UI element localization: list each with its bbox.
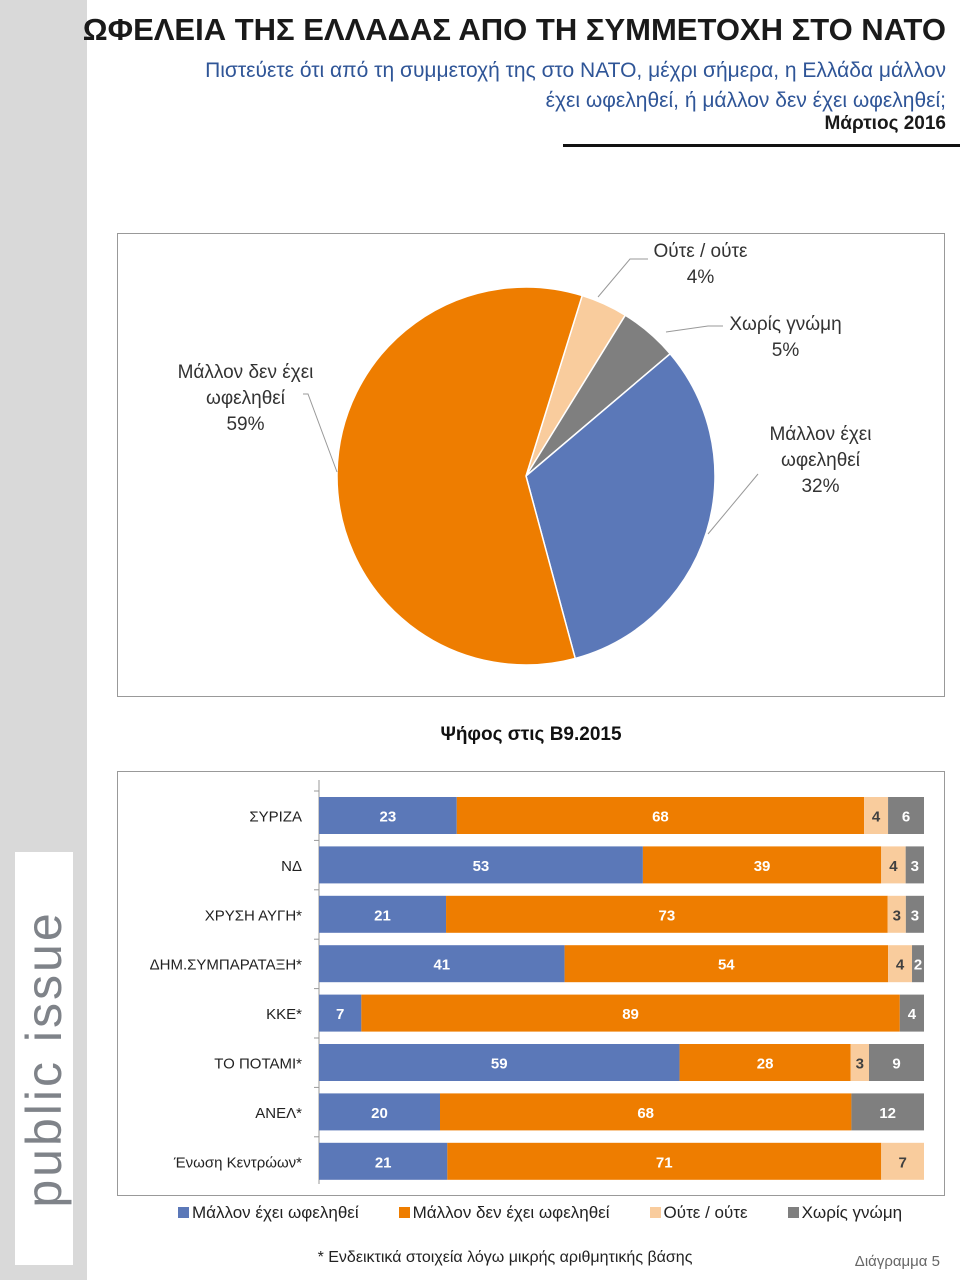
bar-segment <box>440 1093 852 1131</box>
bar-segment <box>679 1044 851 1081</box>
bar-segment <box>319 1093 440 1131</box>
bar-segment <box>564 945 889 983</box>
bar-segment <box>881 846 906 884</box>
bar-value-label: 39 <box>754 858 771 875</box>
question-line-1: Πιστεύετε ότι από τη συμμετοχή της στο Ν… <box>205 59 946 82</box>
bar-value-label: 9 <box>892 1056 900 1073</box>
legend-item-no-opinion: Χωρίς γνώμη <box>787 1203 902 1223</box>
bar-segment <box>446 895 888 933</box>
bar-value-label: 3 <box>856 1056 864 1073</box>
bar-value-label: 53 <box>473 858 490 875</box>
bar-value-label: 71 <box>656 1154 673 1171</box>
bar-value-label: 3 <box>911 858 919 875</box>
pie-slice-benefit <box>525 352 716 660</box>
question-text: Πιστεύετε ότι από τη συμμετοχή της στο Ν… <box>126 56 946 116</box>
bar-segment <box>864 797 889 834</box>
bar-value-label: 23 <box>380 809 397 826</box>
bar-value-label: 3 <box>893 907 901 924</box>
section-title: Ψήφος στις Β9.2015 <box>440 724 622 745</box>
bar-value-label: 7 <box>898 1154 906 1171</box>
pie-label-no-benefit: Μάλλον δεν έχει ωφεληθεί 59% <box>177 362 314 435</box>
category-label: Ένωση Κεντρώων* <box>173 1154 302 1171</box>
bar-value-label: 21 <box>375 1154 392 1171</box>
bar-segment <box>319 895 447 933</box>
survey-date: Μάρτιος 2016 <box>824 113 946 134</box>
legend-item-no-benefit: Μάλλον δεν έχει ωφεληθεί <box>398 1203 610 1223</box>
category-label: ΚΚΕ* <box>266 1006 302 1023</box>
logo-text: public issue <box>16 909 72 1208</box>
pie-label-no-opinion: Χωρίς γνώμη 5% <box>729 314 842 361</box>
legend-item-neither: Ούτε / ούτε <box>649 1203 748 1223</box>
page-title: ΩΦΕΛΕΙΑ ΤΗΣ ΕΛΛΑΔΑΣ ΑΠΟ ΤΗ ΣΥΜΜΕΤΟΧΗ ΣΤΟ… <box>82 12 946 47</box>
bar-segment <box>851 1093 924 1131</box>
bar-value-label: 4 <box>872 809 881 826</box>
category-label: ΧΡΥΣΗ ΑΥΓΗ* <box>205 907 302 924</box>
bar-chart-box: ΣΥΡΙΖΑ 23 68 4 6 ΝΔ 53 39 4 3 ΧΡΥΣΗ ΑΥΓΗ* 21 73 3 3 ΔΗΜ… <box>117 771 945 1196</box>
bar-segment <box>319 846 643 884</box>
category-label: ΤΟ ΠΟΤΑΜΙ* <box>214 1056 302 1073</box>
bar-value-label: 41 <box>433 957 450 974</box>
bar-value-label: 4 <box>896 957 905 974</box>
bar-segment <box>319 994 362 1032</box>
header-divider <box>563 144 960 147</box>
leader-line-neither <box>597 258 648 298</box>
pie-label-neither: Ούτε / ούτε 4% <box>653 241 748 288</box>
bar-segment <box>850 1044 869 1081</box>
footnote: * Ενδεικτικά στοιχεία λόγω μικρής αριθμη… <box>317 1249 693 1266</box>
bar-segment <box>887 895 906 933</box>
category-label: ΝΔ <box>281 858 302 875</box>
bar-segment <box>361 994 900 1032</box>
bar-value-label: 68 <box>652 809 669 826</box>
chart-legend: Μάλλον έχει ωφεληθεί Μάλλον δεν έχει ωφε… <box>178 1203 902 1223</box>
bar-segment <box>905 846 924 884</box>
public-issue-logo: public issue <box>15 852 73 1265</box>
bar-segment <box>319 797 457 834</box>
bar-value-label: 4 <box>889 858 898 875</box>
leader-line-benefit <box>707 473 759 535</box>
bar-segment <box>888 945 913 983</box>
bar-value-label: 2 <box>914 957 922 974</box>
bar-value-label: 21 <box>374 907 391 924</box>
diagram-number: Διάγραμμα 5 <box>854 1253 940 1270</box>
pie-chart <box>303 258 759 666</box>
pie-slice-no-benefit <box>336 286 584 666</box>
bar-value-label: 12 <box>879 1105 896 1122</box>
bar-segment <box>912 945 924 983</box>
category-label: ΣΥΡΙΖΑ <box>249 809 302 826</box>
bar-value-label: 68 <box>637 1105 654 1122</box>
bar-segment <box>319 945 565 983</box>
bar-value-label: 59 <box>491 1056 508 1073</box>
bar-value-label: 20 <box>371 1105 388 1122</box>
bar-value-label: 7 <box>336 1006 344 1023</box>
question-line-2: έχει ωφεληθεί, ή μάλλον δεν έχει ωφεληθε… <box>545 89 946 112</box>
bar-segment <box>642 846 882 884</box>
bar-segment <box>447 1142 882 1180</box>
bar-value-label: 54 <box>718 957 735 974</box>
category-label: ΑΝΕΛ* <box>255 1105 302 1122</box>
bar-segment <box>905 895 924 933</box>
bar-value-label: 89 <box>622 1006 639 1023</box>
bar-segment <box>881 1142 924 1180</box>
pie-chart-box: Ούτε / ούτε 4% Χωρίς γνώμη 5% Μάλλον έχει … <box>117 233 945 697</box>
bar-segment <box>888 797 924 834</box>
bar-segment <box>319 1044 680 1081</box>
pie-label-benefit: Μάλλον έχει ωφεληθεί 32% <box>769 424 872 497</box>
legend-item-benefit: Μάλλον έχει ωφεληθεί <box>178 1203 359 1223</box>
bar-value-label: 73 <box>659 907 676 924</box>
bar-value-label: 3 <box>911 907 919 924</box>
bar-segment <box>456 797 865 834</box>
bar-segment <box>899 994 924 1032</box>
bar-value-label: 6 <box>902 809 910 826</box>
bar-value-label: 28 <box>757 1056 774 1073</box>
leader-line-no-benefit <box>303 393 338 473</box>
category-label: ΔΗΜ.ΣΥΜΠΑΡΑΤΑΞΗ* <box>150 957 303 974</box>
bar-segment <box>869 1044 924 1081</box>
bar-value-label: 4 <box>908 1006 917 1023</box>
bar-segment <box>319 1142 448 1180</box>
leader-line-no-opinion <box>665 325 723 333</box>
